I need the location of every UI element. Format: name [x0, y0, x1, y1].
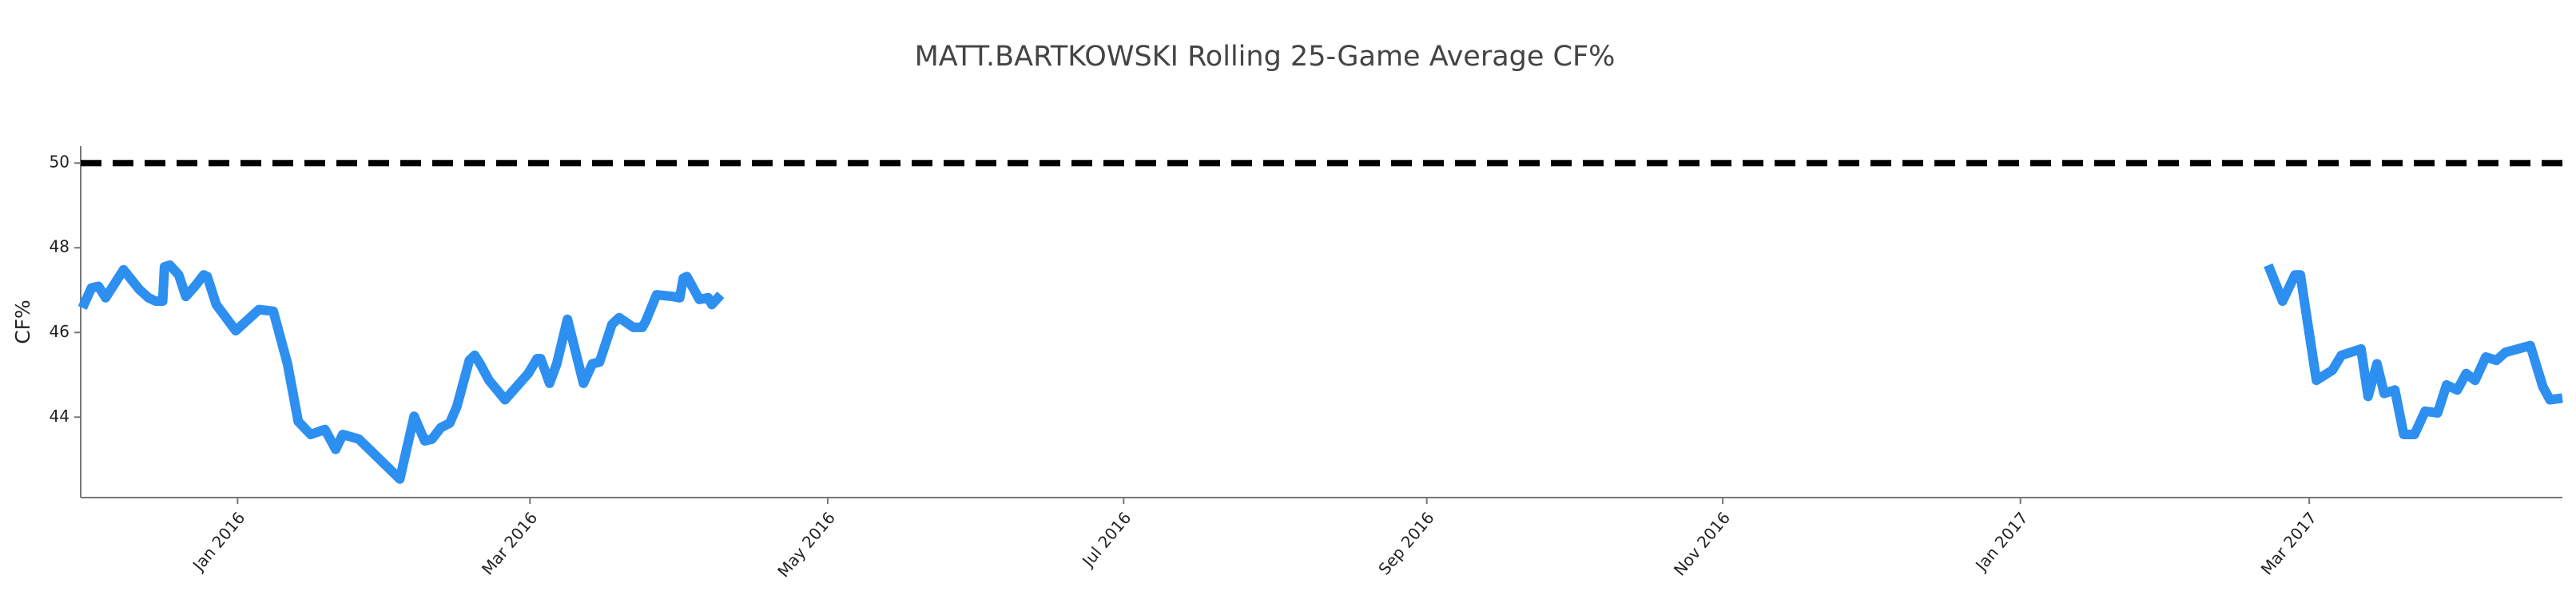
x-tick-label: Sep 2016 [1374, 508, 1437, 578]
x-tick-label: Mar 2016 [478, 508, 541, 578]
y-tick-label: 50 [50, 153, 70, 172]
x-tick-label: May 2016 [773, 508, 839, 581]
x-tick-label: Jan 2016 [188, 508, 248, 575]
y-tick-label: 48 [50, 237, 70, 256]
data-line [78, 260, 2563, 484]
x-tick-label: Jul 2016 [1077, 508, 1135, 571]
y-axis-label: CF% [11, 300, 34, 344]
y-tick-label: 46 [50, 322, 70, 341]
x-tick-label: Nov 2016 [1670, 508, 1734, 579]
x-tick-label: Mar 2017 [2257, 508, 2320, 578]
chart-title: MATT.BARTKOWSKI Rolling 25-Game Average … [915, 41, 1616, 73]
y-tick-label: 44 [50, 407, 70, 426]
x-tick-label: Jan 2017 [1970, 508, 2031, 575]
